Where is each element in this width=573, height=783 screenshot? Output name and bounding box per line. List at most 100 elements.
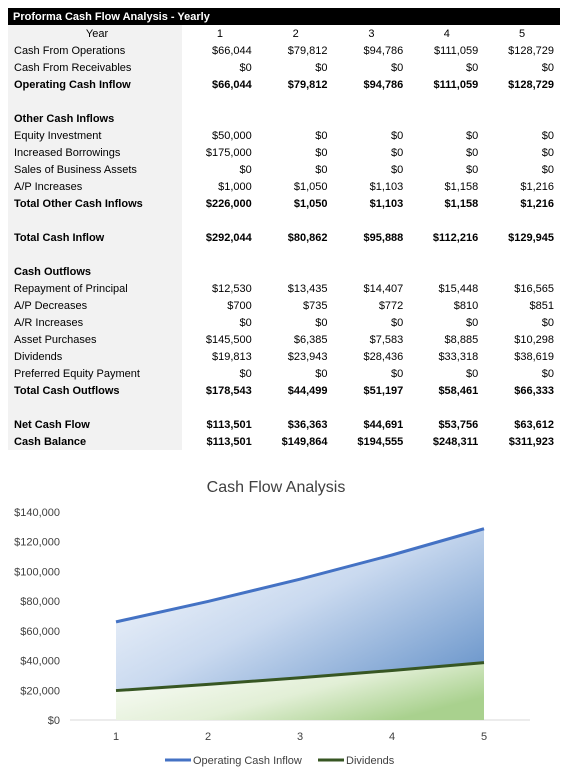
table-row: Equity Investment $50,000 $0 $0 $0 $0	[8, 127, 560, 144]
table-row: Operating Cash Inflow $66,044 $79,812 $94,7…	[8, 76, 560, 93]
cell-value: $0	[541, 129, 554, 142]
cell-value	[484, 263, 560, 280]
table-row: Increased Borrowings $175,000 $0 $0 $0 $0	[8, 144, 560, 161]
x-tick-label: 5	[481, 731, 487, 743]
row-label: Operating Cash Inflow	[8, 76, 182, 93]
cell-value	[409, 263, 484, 280]
x-tick-label: 3	[297, 731, 303, 743]
table-row	[8, 212, 560, 229]
cell-value	[409, 93, 484, 110]
cell-value: $0	[541, 61, 554, 74]
year-header: 1	[216, 27, 223, 40]
cell-value: $13,435	[287, 282, 328, 295]
cell-value: $0	[541, 367, 554, 380]
cell-value: $0	[315, 61, 328, 74]
cell-value: $0	[465, 163, 479, 176]
row-label: Cash Balance	[8, 433, 182, 450]
year-header-row: Year 1 2 3 4 5	[8, 25, 560, 42]
table-row: Other Cash Inflows	[8, 110, 560, 127]
table-row: A/P Increases $1,000 $1,050 $1,103 $1,158 $1,…	[8, 178, 560, 195]
row-label: Total Other Cash Inflows	[8, 195, 182, 212]
cell-value: $0	[391, 163, 404, 176]
cell-value: $51,197	[363, 384, 404, 397]
row-label: Dividends	[8, 348, 182, 365]
cell-value: $113,501	[206, 435, 252, 448]
cell-value	[484, 93, 560, 110]
cell-value	[409, 212, 484, 229]
cell-value: $38,619	[514, 350, 554, 363]
year-header: 3	[368, 27, 375, 40]
cell-value: $0	[315, 316, 328, 329]
y-tick-label: $0	[48, 715, 60, 727]
cell-value: $1,216	[520, 197, 554, 210]
cell-value: $10,298	[514, 333, 554, 346]
cell-value: $66,044	[212, 78, 252, 91]
y-tick-label: $40,000	[20, 656, 60, 668]
row-label: Net Cash Flow	[8, 416, 182, 433]
cell-value	[182, 110, 258, 127]
row-label: Sales of Business Assets	[8, 161, 182, 178]
year-header: 2	[292, 27, 299, 40]
row-label: Total Cash Outflows	[8, 382, 182, 399]
legend-label: Operating Cash Inflow	[193, 755, 302, 767]
cell-value: $15,448	[438, 282, 479, 295]
table-row: Net Cash Flow $113,501 $36,363 $44,691 $53,7…	[8, 416, 560, 433]
cell-value: $1,050	[293, 180, 328, 193]
cell-value	[258, 93, 334, 110]
cell-value: $0	[391, 316, 404, 329]
cell-value	[258, 246, 334, 263]
cell-value: $0	[465, 129, 479, 142]
table-row: Cash From Receivables $0 $0 $0 $0 $0	[8, 59, 560, 76]
row-label: Total Cash Inflow	[8, 229, 182, 246]
cell-value: $95,888	[363, 231, 404, 244]
cell-value: $1,103	[369, 180, 404, 193]
cell-value: $7,583	[369, 333, 404, 346]
cell-value: $36,363	[287, 418, 328, 431]
cell-value: $0	[315, 367, 328, 380]
row-label	[8, 246, 182, 263]
cell-value	[182, 399, 258, 416]
row-label: A/P Decreases	[8, 297, 182, 314]
cell-value: $128,729	[508, 44, 554, 57]
cell-value	[258, 399, 334, 416]
row-label	[8, 212, 182, 229]
cell-value: $735	[303, 299, 328, 312]
year-header: 5	[519, 27, 526, 40]
table-title: Proforma Cash Flow Analysis - Yearly	[8, 8, 560, 25]
chart-title: Cash Flow Analysis	[207, 479, 346, 496]
cell-value: $44,499	[287, 384, 328, 397]
year-header: 4	[443, 27, 450, 40]
table-row: Total Cash Inflow $292,044 $80,862 $95,888 $…	[8, 229, 560, 246]
cell-value: $66,044	[212, 44, 252, 57]
cell-value: $1,158	[444, 180, 479, 193]
cell-value: $700	[227, 299, 252, 312]
table-row: Total Other Cash Inflows $226,000 $1,050 $1…	[8, 195, 560, 212]
cell-value	[484, 110, 560, 127]
cell-value: $0	[391, 129, 404, 142]
table-row	[8, 399, 560, 416]
cell-value: $226,000	[205, 197, 252, 210]
cell-value: $129,945	[508, 231, 554, 244]
table-row: Asset Purchases $145,500 $6,385 $7,583 $8,88…	[8, 331, 560, 348]
y-tick-label: $80,000	[20, 596, 60, 608]
series-line-2	[115, 661, 485, 693]
cell-value	[409, 110, 484, 127]
cell-value: $53,756	[438, 418, 479, 431]
cell-value: $194,555	[357, 435, 404, 448]
cell-value: $1,158	[444, 197, 479, 210]
cell-value	[258, 212, 334, 229]
cell-value: $79,812	[287, 44, 328, 57]
cell-value	[334, 263, 410, 280]
cell-value: $0	[541, 163, 554, 176]
row-label: Cash Outflows	[8, 263, 182, 280]
cell-value: $0	[239, 61, 252, 74]
row-label: Equity Investment	[8, 127, 182, 144]
cell-value	[182, 212, 258, 229]
cell-value: $1,216	[520, 180, 554, 193]
row-label: Increased Borrowings	[8, 144, 182, 161]
cell-value: $50,000	[212, 129, 252, 142]
cell-value: $772	[378, 299, 404, 312]
cell-value: $311,923	[508, 435, 554, 448]
cell-value: $0	[239, 163, 252, 176]
cell-value: $6,385	[293, 333, 328, 346]
